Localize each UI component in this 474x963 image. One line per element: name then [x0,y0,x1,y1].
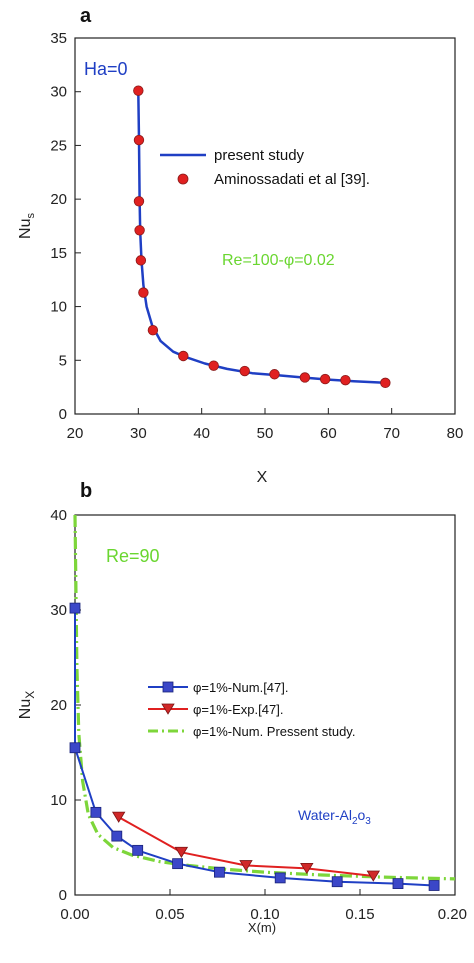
data-point-num-47 [213,866,225,878]
data-point-aminossadati [147,325,159,336]
annotation-water-al2o3: Water-Al2o3 [298,807,371,827]
panel-b-y-axis-label: NuX [17,691,37,719]
data-point-aminossadati [239,365,250,377]
series-line-num-47 [74,608,435,887]
panel-a-y-tick-label: 5 [59,352,67,369]
panel-a-y-axis-label: Nus [17,213,37,239]
panel-b-x-tick-label: 0.00 [60,906,89,923]
series-line-present-study-b [73,514,456,881]
panel-b-y-ticks: 0 10 20 30 40 [50,507,81,904]
data-point-num-47 [274,872,286,884]
legend-marker-aminossadati [177,173,189,185]
panel-b-x-tick-label: 0.15 [345,906,374,923]
panel-a-x-tick-label: 70 [383,425,400,442]
panel-b-x-tick-label: 0.20 [438,906,467,923]
data-point-aminossadati [138,287,149,298]
panel-a-x-tick-label: 30 [130,425,147,442]
panel-a-y-tick-label: 15 [50,245,67,262]
data-point-aminossadati [178,350,189,362]
data-point-exp-47 [239,860,253,872]
panel-b-x-axis-label: X(m) [248,920,276,935]
data-point-aminossadati [340,374,351,386]
data-point-num-47 [331,876,343,888]
data-point-num-47 [392,878,404,889]
data-point-aminossadati [299,372,311,383]
data-point-aminossadati [134,225,145,236]
legend-label-present-study-b: φ=1%-Num. Pressent study. [193,724,355,739]
data-point-aminossadati [133,196,145,207]
legend-marker-exp-47 [161,703,175,715]
data-point-num-47 [90,806,102,818]
data-point-aminossadati [133,85,144,96]
legend-label-aminossadati: Aminossadati et al [39]. [214,171,370,188]
panel-a-y-tick-label: 30 [50,84,67,101]
data-point-aminossadati [319,373,331,385]
panel-a-x-tick-label: 50 [257,425,274,442]
annotation-re-phi: Re=100-φ=0.02 [222,252,335,269]
panel-b-y-tick-label: 20 [50,697,67,714]
panel-a-y-tick-label: 20 [50,191,67,208]
panel-b-x-tick-label: 0.05 [155,906,184,923]
panel-b-y-tick-label: 30 [50,602,67,619]
data-point-aminossadati [208,360,219,371]
panel-a-y-tick-label: 25 [50,137,67,154]
series-line-present-study [137,91,386,385]
panel-a-y-ticks: 0 5 10 15 20 25 30 35 [50,30,81,423]
data-point-aminossadati [133,134,145,146]
panel-a-x-axis-label: X [257,469,268,486]
panel-a-y-tick-label: 10 [50,299,67,316]
data-point-exp-47 [111,811,126,823]
panel-b-series [69,514,456,891]
panel-b-y-tick-label: 10 [50,792,67,809]
data-point-exp-47 [174,846,189,859]
panel-a-legend: present study Aminossadati et al [39]. [160,147,370,188]
legend-label-num-47: φ=1%-Num.[47]. [193,680,289,695]
annotation-re: Re=90 [106,546,160,566]
data-point-aminossadati [380,377,391,389]
data-point-aminossadati [269,369,280,380]
panel-b-x-ticks: 0.00 0.05 0.10 0.15 0.20 [60,889,467,923]
data-point-num-47 [69,742,81,754]
data-point-num-47 [69,602,81,614]
panel-b: b 0 10 20 30 40 0.00 0.05 0.10 0.15 0.20 NuX X(m… [17,480,467,935]
panel-a-x-tick-label: 20 [67,425,84,442]
panel-a-series [133,85,391,389]
panel-a-y-tick-label: 0 [59,406,67,423]
panel-b-letter: b [80,480,92,502]
panel-a-x-tick-label: 80 [447,425,464,442]
legend-label-exp-47: φ=1%-Exp.[47]. [193,702,283,717]
panel-a-y-tick-label: 35 [50,30,67,47]
legend-marker-num-47 [162,681,174,693]
data-point-num-47 [111,830,123,842]
panel-a-plot-frame [74,37,456,415]
panel-b-y-tick-label: 0 [59,887,67,904]
data-point-num-47 [172,858,184,870]
data-point-num-47 [132,844,144,856]
panel-a: a 0 5 10 15 20 25 30 35 20 30 40 50 60 70 80 Nus X Ha… [17,5,463,486]
panel-a-x-ticks: 20 30 40 50 60 70 80 [67,408,464,442]
panel-a-x-tick-label: 60 [320,425,337,442]
legend-label-present-study: present study [214,147,305,164]
panel-a-letter: a [80,5,92,27]
annotation-ha: Ha=0 [84,59,128,79]
data-point-num-47 [428,880,440,891]
panel-b-legend: φ=1%-Num.[47]. φ=1%-Exp.[47]. φ=1%-Num. … [148,680,355,739]
panel-b-x-tick-label: 0.10 [250,906,279,923]
panel-a-x-tick-label: 40 [193,425,210,442]
data-point-aminossadati [135,255,147,266]
data-point-exp-47 [300,863,314,875]
panel-b-y-tick-label: 40 [50,507,67,524]
data-point-exp-47 [366,870,381,882]
